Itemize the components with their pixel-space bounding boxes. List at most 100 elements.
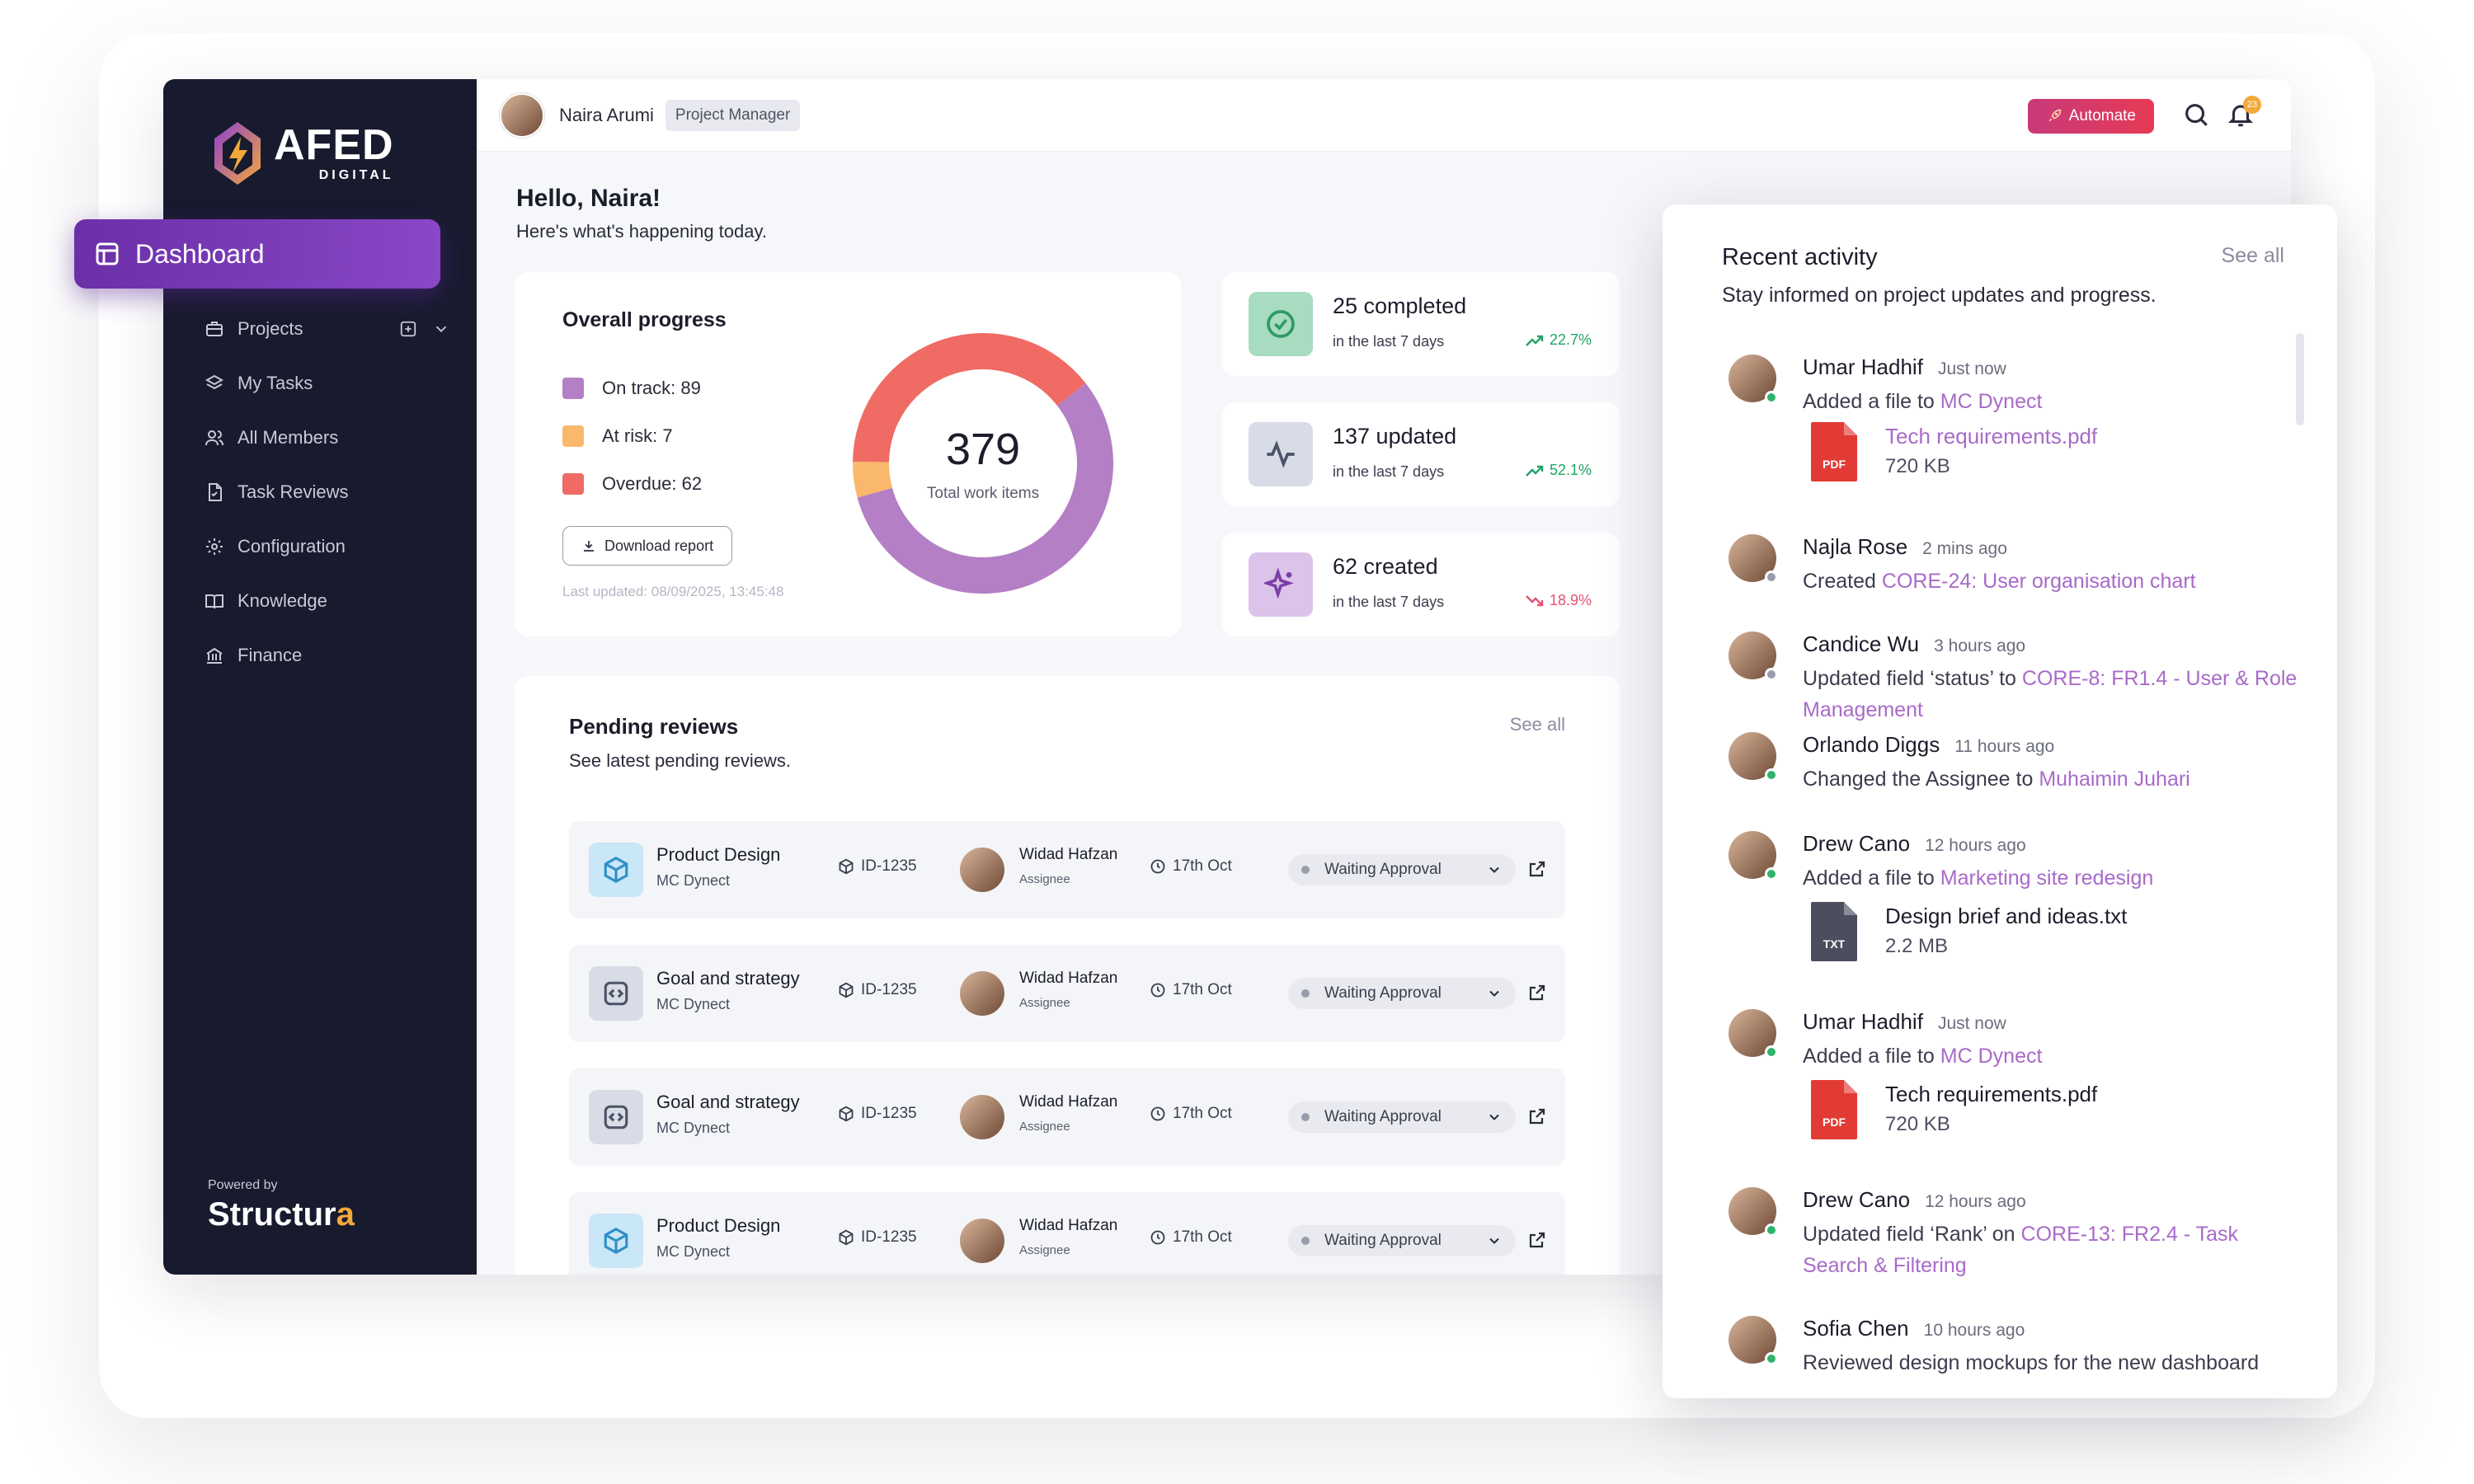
review-date: 17th Oct bbox=[1150, 981, 1232, 999]
open-external-button[interactable] bbox=[1527, 1106, 1549, 1128]
file-name: Tech requirements.pdf bbox=[1885, 424, 2098, 448]
stat-value: 137 updated bbox=[1333, 424, 1457, 448]
sidebar-item-finance[interactable]: Finance bbox=[203, 628, 450, 683]
sidebar-item-label: Dashboard bbox=[135, 238, 265, 269]
sidebar-item-label: Finance bbox=[238, 645, 303, 665]
sidebar-item-projects[interactable]: Projects bbox=[203, 302, 450, 356]
activity-time: 2 mins ago bbox=[1922, 539, 2007, 558]
clock-icon bbox=[1150, 1230, 1165, 1245]
sidebar-item-dashboard[interactable]: Dashboard bbox=[74, 219, 440, 289]
activity-link[interactable]: CORE-24: User organisation chart bbox=[1881, 570, 2196, 593]
box-icon bbox=[839, 858, 854, 875]
review-date-value: 17th Oct bbox=[1173, 981, 1232, 998]
automate-button[interactable]: Automate bbox=[2027, 99, 2154, 134]
assignee-avatar[interactable] bbox=[960, 1219, 1004, 1263]
activity-link[interactable]: Muhaimin Juhari bbox=[2039, 768, 2190, 791]
svg-text:PDF: PDF bbox=[1823, 458, 1846, 471]
sidebar-item-label: Task Reviews bbox=[238, 481, 349, 502]
review-id: ID-1235 bbox=[838, 857, 917, 876]
activity-file-attachment[interactable]: TXT Design brief and ideas.txt 2.2 MB bbox=[1809, 900, 2222, 968]
activity-action: Changed the Assignee to bbox=[1803, 768, 2039, 791]
pending-see-all-link[interactable]: See all bbox=[1509, 714, 1565, 735]
external-link-icon bbox=[1529, 984, 1545, 1001]
status-dropdown[interactable]: Waiting Approval bbox=[1288, 854, 1516, 885]
review-type-icon-box bbox=[589, 843, 643, 897]
review-row[interactable]: Product Design MC Dynect ID-1235 Widad H… bbox=[569, 1192, 1565, 1275]
review-row[interactable]: Goal and strategy MC Dynect ID-1235 Wida… bbox=[569, 1068, 1565, 1166]
status-label: Waiting Approval bbox=[1324, 861, 1442, 878]
activity-time: 3 hours ago bbox=[1934, 636, 2026, 655]
activity-link[interactable]: CORE-8: FR1.4 - User & Role Management bbox=[1803, 667, 2298, 721]
assignee-avatar[interactable] bbox=[960, 971, 1004, 1016]
review-project: MC Dynect bbox=[656, 872, 731, 889]
pending-title: Pending reviews bbox=[569, 714, 739, 739]
activity-file-attachment[interactable]: PDF Tech requirements.pdf 720 KB bbox=[1809, 1078, 2222, 1146]
download-report-button[interactable]: Download report bbox=[562, 526, 733, 566]
code-icon bbox=[604, 981, 628, 1006]
activity-link[interactable]: MC Dynect bbox=[1940, 390, 2043, 413]
assignee-avatar[interactable] bbox=[960, 1095, 1004, 1139]
download-report-label: Download report bbox=[604, 537, 714, 554]
user-avatar[interactable] bbox=[500, 92, 544, 138]
file-size: 720 KB bbox=[1885, 1113, 1950, 1135]
open-external-button[interactable] bbox=[1527, 859, 1549, 881]
add-project-icon[interactable] bbox=[399, 320, 417, 338]
sidebar-item-configuration[interactable]: Configuration bbox=[203, 519, 450, 574]
activity-text: Added a file to Marketing site redesign bbox=[1803, 862, 2306, 894]
assignee-role: Assignee bbox=[1019, 872, 1070, 886]
activity-text: Updated field ‘Rank’ on CORE-13: FR2.4 -… bbox=[1803, 1219, 2306, 1281]
chevron-down-icon bbox=[1489, 1237, 1499, 1244]
open-external-button[interactable] bbox=[1527, 983, 1549, 1004]
status-dropdown[interactable]: Waiting Approval bbox=[1288, 1101, 1516, 1133]
chevron-down-icon[interactable] bbox=[432, 320, 450, 338]
activity-see-all-link[interactable]: See all bbox=[2221, 244, 2284, 267]
status-dropdown[interactable]: Waiting Approval bbox=[1288, 1225, 1516, 1256]
stat-trend: 52.1% bbox=[1525, 462, 1592, 479]
activity-link[interactable]: Marketing site redesign bbox=[1940, 866, 2154, 890]
review-date-value: 17th Oct bbox=[1173, 857, 1232, 875]
activity-header: Candice Wu 3 hours ago bbox=[1803, 632, 2025, 657]
sidebar-item-task-reviews[interactable]: Task Reviews bbox=[203, 465, 450, 519]
review-row[interactable]: Product Design MC Dynect ID-1235 Widad H… bbox=[569, 821, 1565, 918]
sidebar-item-label: Knowledge bbox=[238, 590, 327, 611]
assignee-avatar[interactable] bbox=[960, 848, 1004, 892]
activity-text: Created CORE-24: User organisation chart bbox=[1803, 566, 2306, 597]
stat-card-completed: 25 completed in the last 7 days 22.7% bbox=[1222, 272, 1620, 376]
open-external-button[interactable] bbox=[1527, 1230, 1549, 1252]
presence-dot bbox=[1765, 1352, 1778, 1365]
logo-mark-icon bbox=[214, 122, 261, 185]
activity-link[interactable]: CORE-13: FR2.4 - Task Search & Filtering bbox=[1803, 1223, 2239, 1277]
assignee-name: Widad Hafzan bbox=[1019, 846, 1118, 863]
donut-slice-overdue[interactable] bbox=[853, 333, 1086, 463]
activity-file-attachment[interactable]: PDF Tech requirements.pdf 720 KB bbox=[1809, 420, 2222, 488]
review-project: MC Dynect bbox=[656, 996, 731, 1012]
status-dropdown[interactable]: Waiting Approval bbox=[1288, 978, 1516, 1009]
review-name: Product Design bbox=[656, 844, 781, 865]
rocket-icon bbox=[2048, 109, 2062, 122]
activity-scrollbar[interactable] bbox=[2296, 333, 2304, 425]
sidebar-item-knowledge[interactable]: Knowledge bbox=[203, 574, 450, 628]
greeting: Hello, Naira! Here's what's happening to… bbox=[516, 185, 767, 242]
sidebar-item-all-members[interactable]: All Members bbox=[203, 411, 450, 465]
activity-action: Updated field ‘status’ to bbox=[1803, 667, 2022, 690]
review-date: 17th Oct bbox=[1150, 1228, 1232, 1247]
activity-link[interactable]: MC Dynect bbox=[1940, 1045, 2043, 1068]
activity-header: Drew Cano 12 hours ago bbox=[1803, 831, 2026, 857]
review-date: 17th Oct bbox=[1150, 857, 1232, 876]
activity-header: Orlando Diggs 11 hours ago bbox=[1803, 732, 2054, 758]
search-button[interactable] bbox=[2182, 101, 2212, 130]
notification-badge: 23 bbox=[2243, 96, 2261, 114]
clock-icon bbox=[1150, 983, 1165, 998]
legend-swatch bbox=[562, 425, 584, 447]
legend-label: Overdue: 62 bbox=[602, 473, 703, 494]
brand-logo[interactable]: AFED DIGITAL bbox=[211, 112, 426, 195]
review-row[interactable]: Goal and strategy MC Dynect ID-1235 Wida… bbox=[569, 945, 1565, 1042]
sidebar-item-my-tasks[interactable]: My Tasks bbox=[203, 356, 450, 411]
review-id: ID-1235 bbox=[838, 981, 917, 999]
role-badge: Project Manager bbox=[665, 99, 801, 131]
assignee-role: Assignee bbox=[1019, 1243, 1070, 1257]
notifications-button[interactable]: 23 bbox=[2227, 96, 2261, 130]
overall-progress-card: Overall progress On track: 89 At risk: 7… bbox=[515, 272, 1181, 636]
donut-slice-on-track[interactable] bbox=[857, 383, 1113, 594]
donut-slice-at-risk[interactable] bbox=[853, 461, 893, 498]
